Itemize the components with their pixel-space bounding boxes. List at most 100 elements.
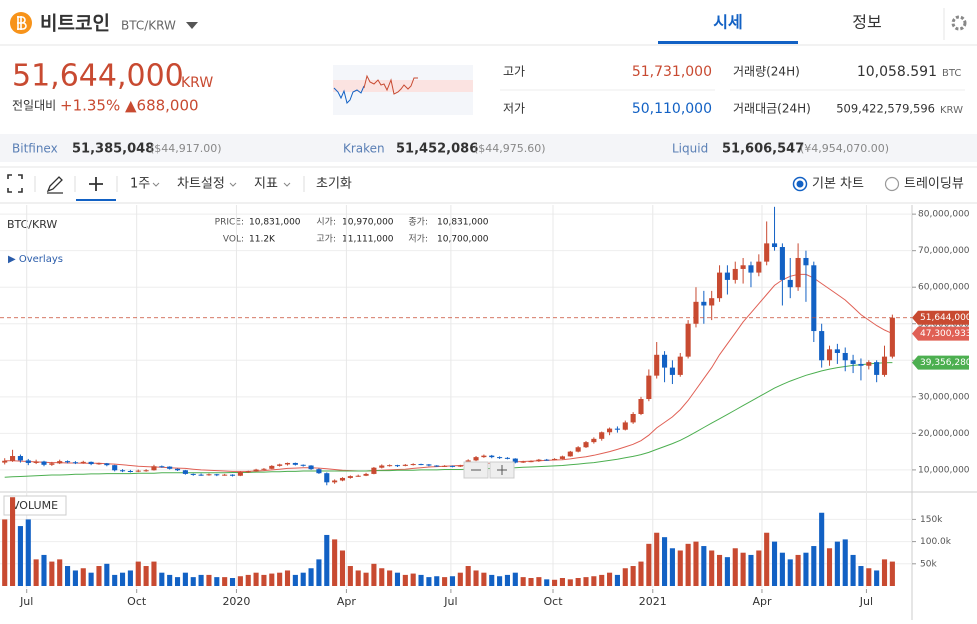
- draw-icon[interactable]: [46, 176, 63, 194]
- candle-body: [866, 362, 872, 366]
- volume-bar: [881, 559, 888, 586]
- candle-body: [473, 457, 479, 461]
- exchange-name: Liquid: [672, 142, 708, 156]
- volume-bar: [764, 532, 770, 586]
- candle-body: [442, 465, 448, 467]
- candle-body: [803, 257, 809, 266]
- settings-icon[interactable]: [951, 15, 967, 31]
- candle-body: [889, 317, 895, 357]
- toolbar-item[interactable]: 차트설정: [177, 177, 225, 192]
- toolbar-item[interactable]: 초기화: [316, 177, 352, 192]
- coin-icon-glyph: [17, 16, 27, 30]
- coin-name: 비트코인: [40, 13, 110, 35]
- dropdown-arrow[interactable]: [186, 22, 198, 29]
- volume-bar: [418, 574, 424, 586]
- tab[interactable]: 시세: [713, 13, 742, 32]
- volume-bar: [151, 561, 157, 586]
- volume-bar: [119, 572, 126, 586]
- volume-bar: [536, 577, 542, 586]
- volume-tick-label: 100.0k: [920, 537, 952, 547]
- candle-body: [756, 261, 762, 273]
- candle-body: [292, 462, 298, 465]
- radio-on[interactable]: [792, 176, 808, 192]
- volume-bar: [497, 576, 503, 586]
- candle-body: [669, 367, 675, 375]
- volume-bar: [324, 534, 330, 586]
- tab[interactable]: 정보: [852, 13, 881, 32]
- sparkline: [363, 74, 418, 95]
- candle-body: [371, 467, 377, 474]
- candle-body: [229, 474, 236, 476]
- volume-bar: [512, 572, 518, 586]
- candle-body: [119, 470, 126, 472]
- volume-bar: [253, 572, 259, 586]
- candle-body: [49, 463, 55, 465]
- candle-body: [504, 457, 511, 459]
- info-label: 고가:: [316, 234, 336, 245]
- volume-tick-label: 150k: [920, 515, 943, 525]
- tab-underline: [658, 41, 798, 44]
- chart-mode[interactable]: 트레이딩뷰: [904, 177, 964, 192]
- volume-bar: [614, 574, 620, 586]
- volume-bar: [693, 541, 699, 586]
- candle-body: [732, 268, 738, 280]
- volume-bar: [630, 566, 636, 586]
- volume-unit: BTC: [942, 68, 961, 79]
- volume-bar: [552, 579, 558, 586]
- info-value: 10,831,000: [437, 218, 489, 228]
- candle-body: [347, 476, 353, 478]
- exchange-foreign: ($44,917.00): [150, 142, 222, 155]
- candle-body: [544, 459, 550, 461]
- candle-body: [151, 466, 157, 471]
- volume-bar: [473, 570, 479, 586]
- crosshair-icon[interactable]: [89, 177, 103, 191]
- volume-bar: [371, 563, 377, 586]
- sparkline: [333, 85, 365, 104]
- x-tick-label: Apr: [752, 595, 772, 608]
- candle-body: [842, 352, 848, 361]
- volume-bar: [434, 576, 440, 586]
- y-tick-label: 60,000,000: [918, 283, 970, 293]
- volume-bar: [426, 577, 432, 586]
- candle-body: [222, 474, 228, 476]
- candle-body: [481, 455, 487, 458]
- info-value: 10,970,000: [342, 218, 394, 228]
- candle-body: [300, 464, 306, 466]
- candle-body: [316, 469, 322, 474]
- candle-body: [237, 472, 243, 476]
- toolbar-item[interactable]: 지표: [254, 177, 278, 192]
- volume-bar: [332, 539, 338, 586]
- candle-body: [355, 475, 361, 477]
- low-value: 50,110,000: [632, 101, 712, 117]
- volume-bar: [740, 552, 746, 586]
- candle-body: [65, 461, 71, 463]
- x-tick-label: Jul: [443, 595, 457, 608]
- volume-bar: [112, 574, 118, 586]
- candle-body: [190, 473, 196, 475]
- volume-bar: [685, 543, 691, 586]
- exchange-name: Kraken: [343, 142, 385, 156]
- period-select[interactable]: 1주: [130, 177, 150, 192]
- info-label: 종가:: [408, 217, 428, 228]
- candle-body: [764, 243, 770, 262]
- fullscreen-icon[interactable]: [7, 174, 23, 193]
- candle-body: [575, 447, 581, 452]
- volume-bar: [104, 563, 110, 586]
- x-tick-label: Oct: [543, 595, 563, 608]
- volume-bar: [410, 573, 416, 586]
- low-label: 저가: [503, 102, 525, 116]
- volume-bar: [732, 548, 738, 586]
- chart-mode[interactable]: 기본 차트: [812, 177, 864, 192]
- volume-bar: [198, 574, 204, 586]
- volume-bar: [25, 519, 31, 586]
- candle-body: [57, 461, 63, 464]
- candle-body: [457, 465, 463, 467]
- volume-bar: [65, 566, 71, 586]
- volume-bar: [819, 512, 825, 586]
- volume-bar: [292, 574, 298, 586]
- radio-off[interactable]: [884, 176, 900, 192]
- overlays-toggle[interactable]: ▶ Overlays: [8, 254, 63, 265]
- volume-bar: [284, 570, 291, 586]
